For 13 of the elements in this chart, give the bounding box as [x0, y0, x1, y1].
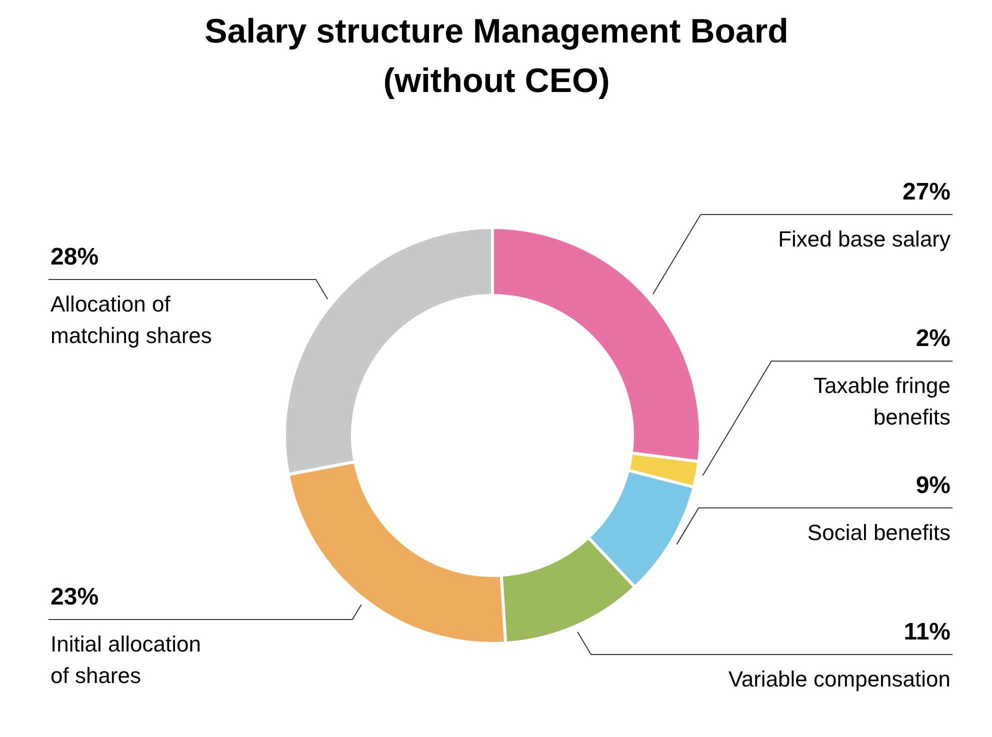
- slice-label: Social benefits: [807, 520, 951, 545]
- slice-label: Allocation of matching shares: [50, 292, 212, 348]
- slice-label: Taxable fringe benefits: [814, 373, 951, 430]
- chart-title: Salary structure Management Board (without CEO): [204, 12, 788, 100]
- slice-label: Initial allocation of shares: [50, 632, 201, 688]
- data-label: 27%: [902, 178, 951, 206]
- slice-label: Variable compensation: [728, 666, 950, 692]
- data-label: 2%: [916, 325, 950, 352]
- slice-label: Fixed base salary: [778, 226, 951, 252]
- data-label: 9%: [916, 472, 950, 499]
- data-label: 23%: [50, 584, 99, 610]
- data-label: 11%: [904, 618, 951, 646]
- data-label: 28%: [50, 244, 99, 270]
